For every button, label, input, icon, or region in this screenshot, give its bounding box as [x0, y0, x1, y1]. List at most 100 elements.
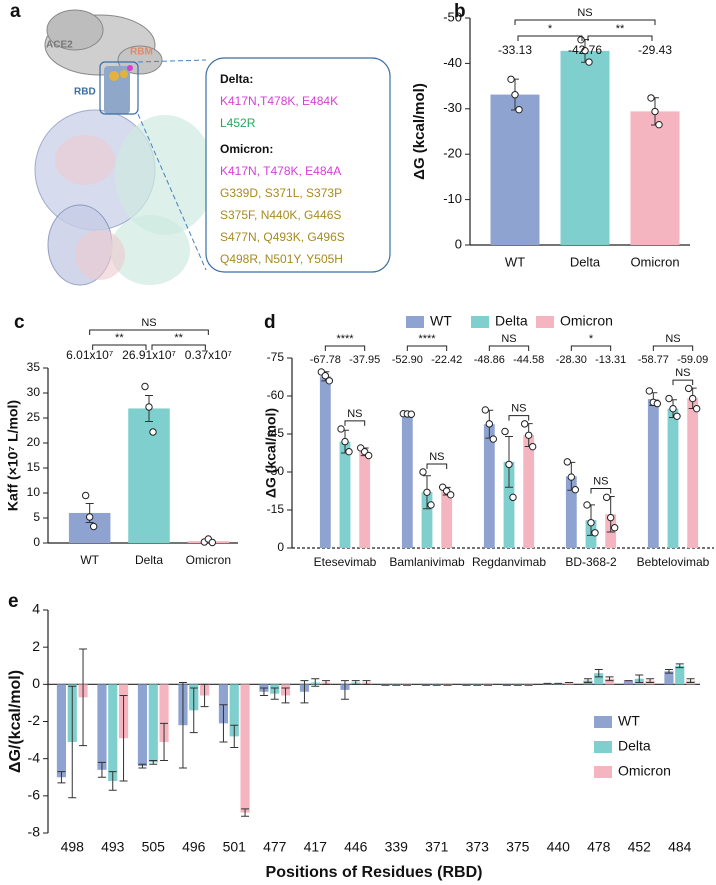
- error-bar: [259, 687, 268, 696]
- data-point: [673, 412, 681, 420]
- bar: [647, 399, 659, 548]
- spike-shape: [75, 230, 125, 280]
- y-tick-label: -75: [267, 350, 285, 364]
- legend-swatch: [536, 316, 554, 328]
- bar: [594, 673, 604, 685]
- data-point: [581, 46, 589, 55]
- x-tick-label: Delta: [570, 254, 601, 269]
- x-tick-label: WT: [80, 553, 99, 567]
- legend-label: WT: [618, 713, 640, 729]
- y-tick-label: -50: [443, 9, 462, 24]
- significance-bracket: [508, 415, 530, 421]
- data-point: [511, 91, 519, 99]
- panel-label: e: [8, 591, 19, 612]
- bar: [664, 671, 674, 685]
- y-tick-label: -2: [28, 712, 41, 728]
- error-bar: [686, 678, 695, 683]
- data-point: [610, 524, 619, 532]
- value-label: 6.01x10⁷: [66, 348, 113, 362]
- data-point: [524, 431, 533, 439]
- x-tick-label: 477: [263, 839, 287, 855]
- data-point: [427, 501, 435, 509]
- significance-label: ****: [418, 333, 436, 345]
- x-tick-label: BD-368-2: [565, 555, 617, 569]
- x-tick-label: 339: [385, 839, 409, 855]
- data-point: [345, 448, 353, 456]
- data-point: [688, 394, 697, 403]
- y-tick-label: -30: [267, 464, 285, 478]
- connector: [137, 113, 207, 271]
- error-bar: [57, 771, 66, 784]
- x-tick-label: 493: [101, 839, 125, 855]
- data-point: [655, 120, 663, 129]
- error-bar: [646, 678, 655, 683]
- x-tick-label: Omicron: [630, 254, 679, 269]
- panel-label: b: [454, 1, 466, 22]
- data-point: [85, 513, 94, 521]
- bar: [359, 451, 371, 548]
- y-tick-label: 20: [27, 435, 41, 449]
- bar: [159, 684, 169, 742]
- error-bar: [281, 687, 290, 704]
- structure-illustration: [34, 9, 391, 286]
- x-tick-label: 478: [587, 839, 611, 855]
- data-point: [81, 491, 90, 500]
- data-point: [341, 437, 349, 446]
- x-tick-label: Bamlanivimab: [389, 555, 465, 569]
- value-label: -52.90: [392, 354, 423, 366]
- error-bar: [322, 680, 331, 685]
- value-label: 26.91x10⁷: [122, 348, 176, 362]
- ace2-shape: [46, 9, 104, 51]
- significance-bracket: [514, 19, 656, 25]
- data-point: [325, 377, 334, 385]
- panel-label: d: [264, 312, 276, 333]
- rbd-box: [99, 61, 139, 115]
- significance-label: *: [589, 333, 594, 345]
- error-bar: [583, 678, 592, 683]
- bar: [604, 678, 615, 685]
- y-tick-label: 0: [455, 236, 462, 251]
- bar: [229, 684, 239, 737]
- value-label: 0.37x10⁷: [185, 348, 232, 362]
- bar: [623, 680, 634, 685]
- significance-label: NS: [593, 475, 608, 487]
- error-bar: [664, 668, 673, 674]
- x-tick-label: 484: [668, 839, 692, 855]
- significance-label: **: [174, 332, 183, 344]
- y-axis-label: ΔG/(kcal/mol): [7, 670, 24, 773]
- x-tick-label: 417: [304, 839, 328, 855]
- significance-label: ****: [336, 333, 354, 345]
- data-point: [419, 468, 427, 476]
- y-tick-label: 15: [27, 460, 41, 474]
- value-label: -59.09: [677, 354, 708, 366]
- bar: [441, 491, 453, 548]
- data-point: [665, 394, 673, 403]
- significance-bracket: [488, 345, 530, 351]
- value-label: -29.43: [638, 43, 672, 57]
- y-tick-label: -30: [443, 100, 462, 115]
- significance-label: NS: [141, 317, 156, 329]
- x-tick-label: 371: [425, 839, 449, 855]
- x-tick-label: 375: [506, 839, 530, 855]
- legend-label: Omicron: [560, 313, 613, 329]
- x-tick-label: Bebtelovimab: [637, 555, 710, 569]
- x-tick-label: 373: [466, 839, 490, 855]
- y-tick-label: 2: [32, 638, 40, 654]
- significance-bracket: [517, 35, 583, 41]
- y-tick-label: 0: [33, 535, 40, 549]
- data-point: [606, 513, 615, 522]
- error-bar: [79, 648, 88, 747]
- data-point: [567, 473, 576, 481]
- significance-label: **: [616, 23, 625, 35]
- x-axis-label: Positions of Residues (RBD): [266, 864, 483, 881]
- value-label: -37.95: [349, 354, 380, 366]
- significance-bracket: [344, 420, 366, 426]
- data-point: [602, 493, 611, 502]
- bar: [218, 684, 229, 724]
- data-point: [423, 488, 431, 496]
- significance-bracket: [672, 379, 694, 386]
- bar: [339, 441, 351, 548]
- y-tick-label: 5: [33, 510, 40, 524]
- bar: [56, 684, 67, 778]
